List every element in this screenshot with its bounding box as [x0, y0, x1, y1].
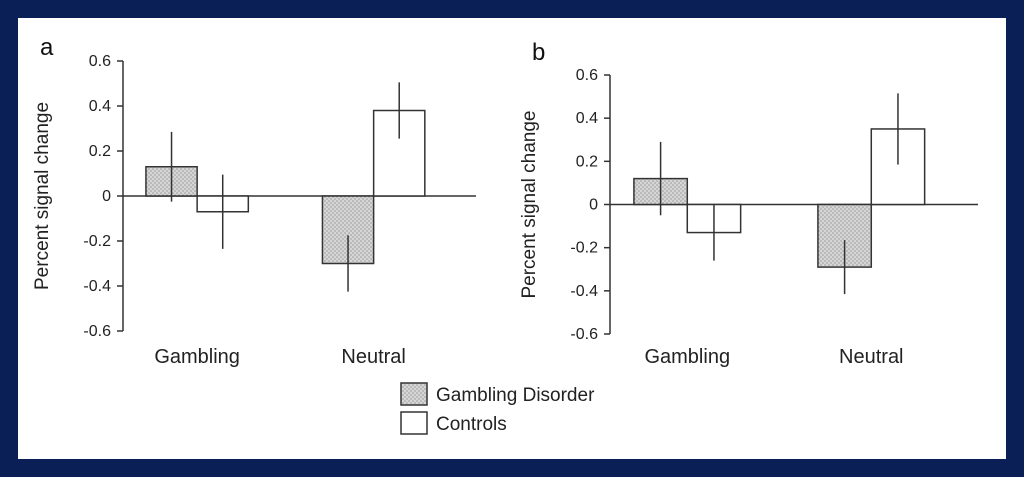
legend: Gambling Disorder Controls [400, 382, 595, 435]
legend-swatch-controls [400, 411, 428, 435]
y-tick-label: -0.2 [83, 233, 111, 250]
y-tick-label: 0.4 [576, 110, 598, 127]
legend-label-controls: Controls [436, 414, 507, 435]
x-category-label-gambling: Gambling [154, 346, 240, 368]
y-axis-title: Percent signal change [519, 110, 540, 298]
y-tick-label: -0.2 [570, 240, 598, 257]
y-tick-label: -0.6 [83, 323, 111, 340]
bar-controls-neutral [870, 128, 926, 206]
y-tick-label: 0.4 [89, 98, 111, 115]
figure-svg: a Percent signal change 0.6 0.4 0.2 0 -0.2 -0.4… [32, 34, 978, 435]
panel-label: a [40, 34, 54, 61]
y-tick-label: 0 [589, 197, 598, 214]
legend-label-gambling-disorder: Gambling Disorder [436, 385, 595, 406]
y-tick-label: 0.6 [576, 67, 598, 84]
y-axis-title: Percent signal change [32, 102, 53, 290]
y-tick-label: 0 [102, 188, 111, 205]
y-tick-label: 0.2 [576, 153, 598, 170]
figure-frame: a Percent signal change 0.6 0.4 0.2 0 -0.2 -0.4… [18, 18, 1006, 459]
panel-label: b [532, 39, 545, 66]
panel-b: b Percent signal change 0.6 0.4 0.2 0 -0.2 -0.4… [519, 39, 978, 368]
x-category-label-neutral: Neutral [839, 346, 903, 368]
legend-swatch-gambling-disorder [400, 382, 428, 406]
y-tick-label: -0.6 [570, 326, 598, 343]
y-tick-label: -0.4 [83, 278, 111, 295]
y-tick-label: -0.4 [570, 283, 598, 300]
x-category-label-neutral: Neutral [341, 346, 405, 368]
x-category-label-gambling: Gambling [644, 346, 730, 368]
panel-a: a Percent signal change 0.6 0.4 0.2 0 -0.2 -0.4… [32, 34, 476, 368]
y-tick-label: 0.2 [89, 143, 111, 160]
y-tick-label: 0.6 [89, 53, 111, 70]
